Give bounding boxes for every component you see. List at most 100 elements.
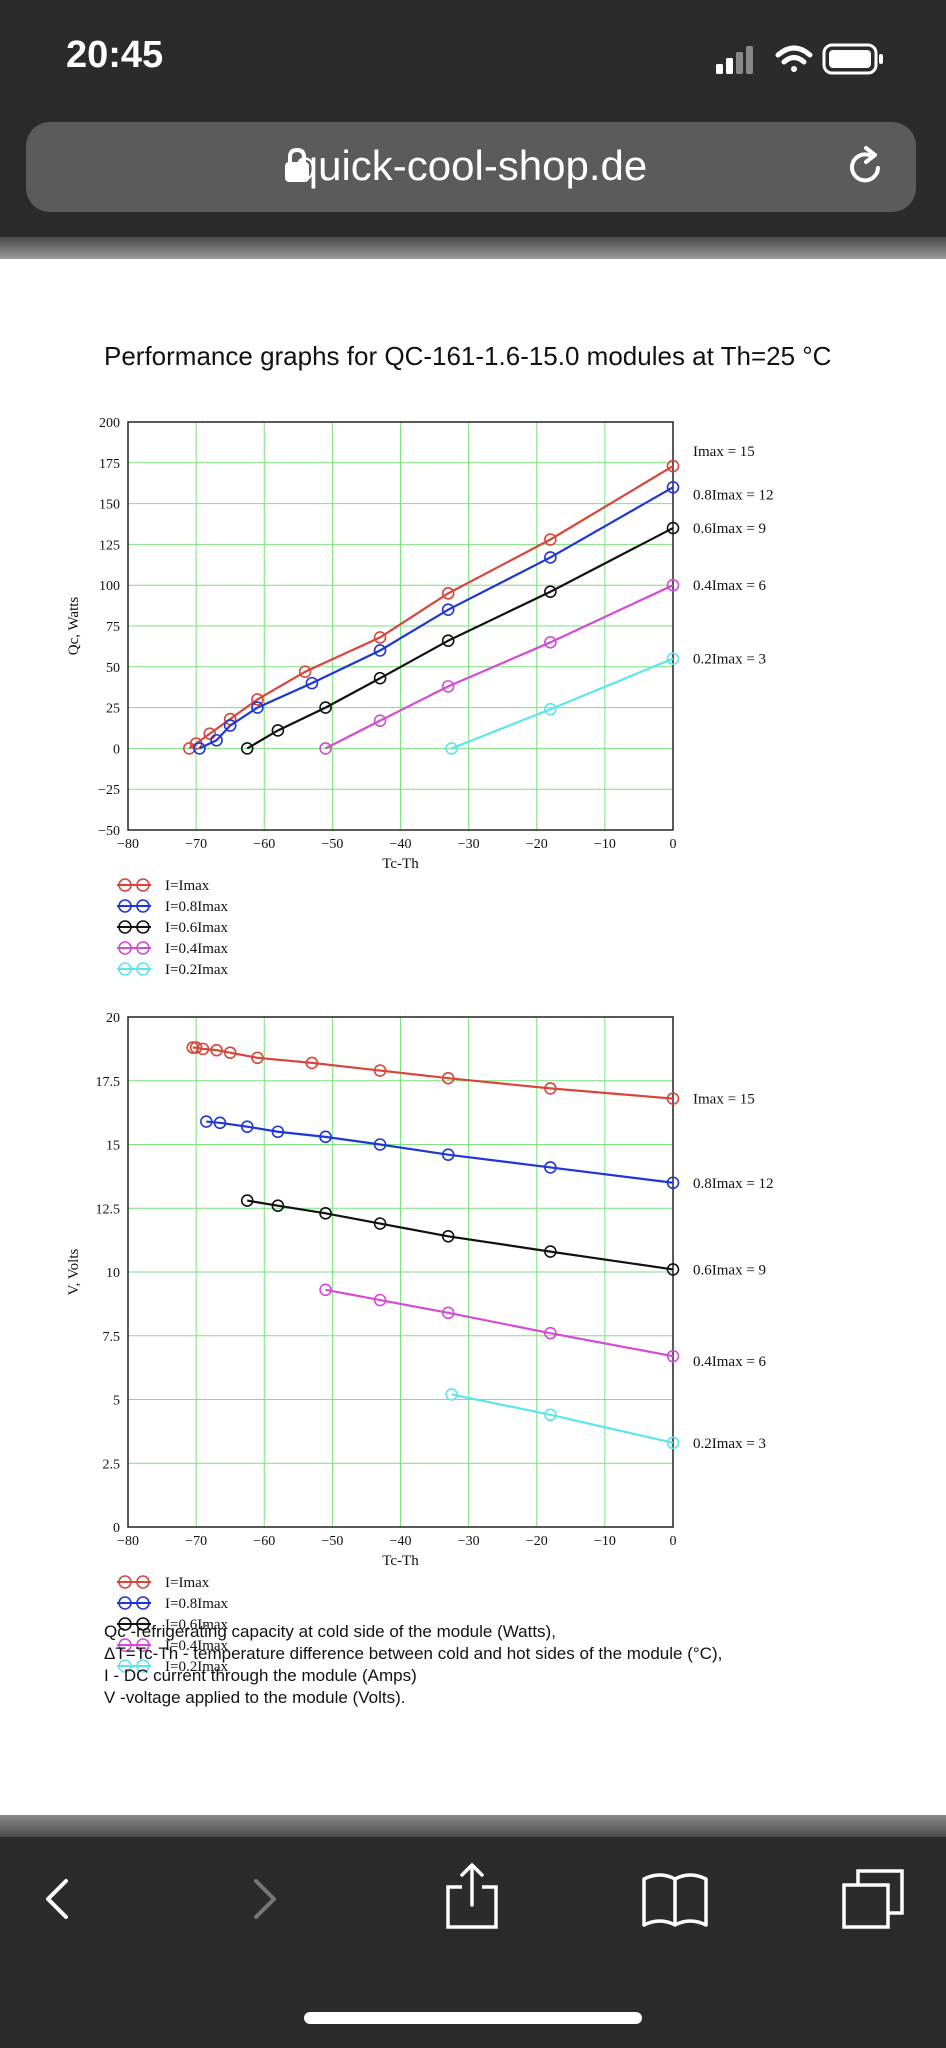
data-point <box>666 1349 680 1363</box>
data-point <box>544 1245 557 1258</box>
series-line <box>199 486 674 750</box>
data-point <box>251 701 264 714</box>
y-tick-label: 100 <box>99 579 120 594</box>
tabs-icon[interactable] <box>840 1867 906 1931</box>
data-point <box>666 1263 680 1276</box>
note-line: V -voltage applied to the module (Volts)… <box>104 1688 406 1707</box>
series-end-label: Imax = 15 <box>693 1092 755 1108</box>
legend-marker <box>118 1617 132 1631</box>
data-point <box>445 742 458 755</box>
address-bar[interactable]: quick-cool-shop.de <box>26 122 916 212</box>
share-icon[interactable] <box>442 1861 502 1931</box>
forward-icon[interactable] <box>246 1867 286 1931</box>
legend-marker <box>118 1638 132 1652</box>
data-point <box>666 1092 680 1105</box>
data-point <box>319 1283 332 1297</box>
home-indicator <box>304 2012 642 2024</box>
data-point <box>373 671 387 685</box>
data-point <box>251 1051 264 1065</box>
legend-marker <box>136 1575 150 1589</box>
series-end-label: 0.4Imax = 6 <box>693 578 767 594</box>
x-tick-label: −70 <box>185 1534 207 1549</box>
status-icons <box>716 43 883 75</box>
data-point <box>251 693 264 706</box>
data-point <box>319 701 332 714</box>
legend-label: I=0.4Imax <box>165 941 229 957</box>
legend-marker <box>136 941 150 955</box>
data-point <box>544 636 557 649</box>
series-end-label: 0.6Imax = 9 <box>693 521 766 537</box>
data-point <box>441 680 455 693</box>
y-tick-label: 75 <box>106 620 120 635</box>
series-line <box>192 1046 674 1100</box>
wifi-icon <box>775 45 813 72</box>
x-tick-label: −70 <box>185 837 207 852</box>
series-line <box>451 1393 674 1444</box>
data-point <box>373 631 387 644</box>
data-point <box>319 742 332 755</box>
legend-marker <box>136 1659 150 1673</box>
legend-marker <box>118 962 132 976</box>
data-point <box>441 587 455 600</box>
legend-marker <box>136 920 150 934</box>
data-point <box>213 1116 227 1130</box>
x-tick-label: −20 <box>526 837 548 852</box>
legend-marker <box>136 878 150 892</box>
x-tick-label: −30 <box>458 837 480 852</box>
y-tick-label: −25 <box>98 783 120 798</box>
y-tick-label: 0 <box>113 1521 120 1536</box>
legend-marker <box>136 962 150 976</box>
x-tick-label: −10 <box>594 837 616 852</box>
bottom-toolbar <box>0 1837 946 2048</box>
legend-marker <box>118 899 132 913</box>
x-tick-label: −50 <box>321 837 343 852</box>
legend-label: I=0.8Imax <box>165 1596 229 1612</box>
series-line <box>325 584 674 750</box>
data-point <box>544 1408 557 1422</box>
data-point <box>240 1194 254 1207</box>
y-tick-label: 20 <box>106 1011 120 1026</box>
data-point <box>240 742 254 755</box>
series-end-label: 0.6Imax = 9 <box>693 1262 766 1278</box>
y-tick-label: 2.5 <box>103 1457 121 1472</box>
y-tick-label: 125 <box>99 538 120 553</box>
x-tick-label: 0 <box>670 837 677 852</box>
legend-marker <box>118 941 132 955</box>
qc-chart: −80 −70 −60 −50 −40 −30 −20 −10 0 −50 −25 0 25 50 75 10… <box>66 416 774 978</box>
legend-marker <box>118 920 132 934</box>
x-tick-label: −20 <box>526 1534 548 1549</box>
series-line <box>246 527 674 750</box>
data-point <box>441 1148 455 1161</box>
legend-label: I=0.6Imax <box>165 1617 229 1633</box>
y-tick-label: 15 <box>106 1139 120 1154</box>
data-point <box>223 1046 237 1060</box>
data-point <box>666 459 680 473</box>
data-point <box>445 1388 458 1401</box>
legend-label: I=0.4Imax <box>165 1638 229 1654</box>
y-tick-label: 200 <box>99 416 120 431</box>
back-icon[interactable] <box>36 1867 76 1931</box>
data-point <box>544 533 557 546</box>
x-tick-label: −40 <box>390 837 412 852</box>
legend-marker <box>118 1575 132 1589</box>
status-time: 20:45 <box>66 34 164 76</box>
data-point <box>210 1043 223 1057</box>
data-point <box>210 733 223 747</box>
legend-marker <box>118 1659 132 1673</box>
reload-icon[interactable] <box>844 144 888 188</box>
url-text: quick-cool-shop.de <box>294 142 648 189</box>
legend-label: I=Imax <box>165 878 210 894</box>
x-tick-label: −50 <box>321 1534 343 1549</box>
y-tick-label: −50 <box>98 824 120 839</box>
signal-icon <box>716 46 753 74</box>
y-axis-label: Qc, Watts <box>66 597 82 656</box>
legend-label: I=0.6Imax <box>165 920 229 936</box>
legend-marker <box>136 1596 150 1610</box>
y-tick-label: 0 <box>113 742 120 757</box>
notes: Qc -refrigerating capacity at cold side … <box>104 1621 722 1709</box>
legend-marker <box>136 899 150 913</box>
page-title: Performance graphs for QC-161-1.6-15.0 m… <box>104 341 832 371</box>
legend-label: I=0.2Imax <box>165 1659 229 1675</box>
x-tick-label: −30 <box>458 1534 480 1549</box>
bookmarks-icon[interactable] <box>640 1867 710 1931</box>
